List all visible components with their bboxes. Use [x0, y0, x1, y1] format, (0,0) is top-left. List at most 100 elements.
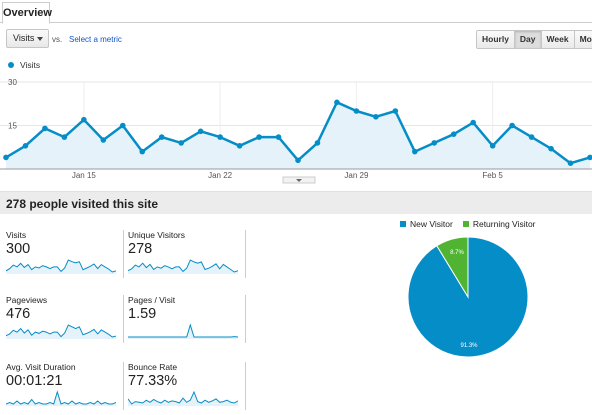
visits-point: [295, 157, 301, 164]
chart-legend: Visits: [8, 60, 40, 70]
sparkline-line: [128, 259, 238, 273]
new-visitor-swatch-icon: [400, 221, 406, 227]
pie-legend-new-visitor-label: New Visitor: [410, 219, 453, 229]
visits-point: [528, 134, 535, 140]
visits-point: [81, 116, 87, 123]
metric-tile-value: 00:01:21: [6, 373, 63, 389]
summary-header: 278 people visited this site: [0, 191, 592, 214]
visits-point: [353, 108, 360, 114]
metric-tile-pageviews: Pageviews 476: [6, 295, 124, 343]
tab-bar: Overview: [0, 0, 592, 24]
visits-point: [139, 148, 146, 155]
select-metric-link[interactable]: Select a metric: [69, 35, 122, 44]
sparkline-area: [128, 260, 238, 274]
visits-point: [178, 140, 184, 146]
metric-tile-label: Pages / Visit: [128, 295, 176, 305]
sparkline-visits: [6, 259, 116, 274]
granularity-week-button[interactable]: Week: [540, 31, 574, 48]
sparkline-area: [6, 325, 116, 339]
tab-overview[interactable]: Overview: [2, 2, 52, 24]
sparkline-line: [6, 259, 116, 273]
x-tick-label: Jan 22: [208, 171, 233, 180]
visits-point: [489, 143, 496, 149]
visitor-type-pie-chart: 91.3% 8.7%: [407, 236, 529, 358]
vs-label: vs.: [52, 35, 63, 44]
pie-label-new-visitor: 91.3%: [460, 343, 478, 349]
metric-dropdown-label: Visits: [13, 33, 35, 43]
visits-point: [236, 143, 243, 149]
visits-line-chart: 15 30 Jan 15 Jan 22 Jan 29 Feb 5: [0, 78, 592, 184]
visits-point: [22, 143, 29, 149]
metric-tile-pages-per-visit: Pages / Visit 1.59: [128, 295, 246, 343]
pie-slice-returning-visitor[interactable]: [436, 236, 469, 299]
x-tick-label: Jan 29: [344, 171, 369, 180]
metric-tile-label: Bounce Rate: [128, 362, 178, 372]
visits-point: [3, 154, 9, 161]
metric-tile-label: Pageviews: [6, 295, 48, 305]
granularity-toggle: Hourly Day Week Month: [476, 30, 592, 49]
sparkline-line: [6, 324, 116, 338]
visits-point: [450, 131, 457, 137]
metric-tile-value: 77.33%: [128, 373, 178, 389]
metric-tile-visits: Visits 300: [6, 230, 124, 278]
summary-title: 278 people visited this site: [6, 197, 159, 211]
sparkline-bounce-rate: [128, 390, 238, 406]
visits-point: [567, 160, 574, 166]
x-tick-label: Jan 15: [72, 171, 97, 180]
metric-tile-label: Avg. Visit Duration: [6, 362, 76, 372]
legend-visits-label: Visits: [20, 60, 41, 70]
metric-tile-value: 1.59: [128, 306, 157, 322]
metric-tile-avg-visit-duration: Avg. Visit Duration 00:01:21: [6, 362, 124, 410]
sparkline-avg-visit-duration: [6, 390, 116, 406]
visits-point: [314, 140, 321, 146]
visits-point: [412, 148, 418, 155]
metric-tile-value: 476: [6, 306, 31, 322]
y-tick-label: 30: [8, 78, 17, 87]
pie-legend-returning-visitor: Returning Visitor: [462, 219, 536, 229]
visits-point: [431, 140, 438, 146]
visits-point: [256, 134, 262, 140]
visits-point: [548, 145, 554, 152]
visits-point: [100, 137, 107, 143]
visits-point: [42, 125, 48, 132]
pie-legend: New Visitor Returning Visitor: [400, 219, 546, 229]
metric-tile-unique-visitors: Unique Visitors 278: [128, 230, 246, 278]
metric-tile-bounce-rate: Bounce Rate 77.33%: [128, 362, 246, 410]
chevron-down-icon: [296, 179, 302, 182]
returning-visitor-swatch-icon: [462, 221, 469, 227]
pie-label-returning-visitor: 8.7%: [450, 250, 464, 256]
visits-point: [197, 128, 204, 135]
sparkline-area: [6, 260, 116, 274]
visits-point: [120, 122, 126, 129]
x-tick-label: Feb 5: [482, 171, 503, 180]
sparkline-line: [128, 323, 238, 338]
metric-dropdown[interactable]: Visits: [6, 29, 49, 48]
sparkline-pageviews: [6, 324, 116, 339]
visits-legend-dot-icon: [8, 62, 14, 68]
visits-point: [587, 154, 592, 161]
sparkline-pages-per-visit: [128, 323, 238, 339]
visits-point: [217, 134, 223, 140]
visits-point: [509, 122, 515, 129]
visits-area: [6, 102, 590, 169]
sparkline-line: [128, 390, 238, 405]
chevron-down-icon: [37, 37, 43, 41]
metric-tile-value: 300: [6, 241, 31, 257]
y-tick-label: 15: [8, 122, 17, 131]
visits-point: [275, 134, 282, 140]
visits-point: [158, 134, 165, 140]
sparkline-area: [128, 325, 238, 339]
granularity-day-button[interactable]: Day: [513, 31, 541, 48]
pie-legend-new-visitor: New Visitor: [400, 219, 453, 229]
visits-point: [61, 134, 68, 140]
visits-point: [334, 99, 340, 106]
granularity-hourly-button[interactable]: Hourly: [477, 31, 514, 48]
metric-tile-value: 278: [128, 241, 153, 257]
granularity-month-button[interactable]: Month: [573, 31, 592, 48]
metric-tile-label: Unique Visitors: [128, 230, 186, 240]
visits-point: [470, 119, 477, 126]
visits-point: [373, 114, 379, 120]
visits-point: [392, 108, 399, 114]
sparkline-line: [6, 390, 116, 405]
sparkline-unique-visitors: [128, 259, 238, 274]
